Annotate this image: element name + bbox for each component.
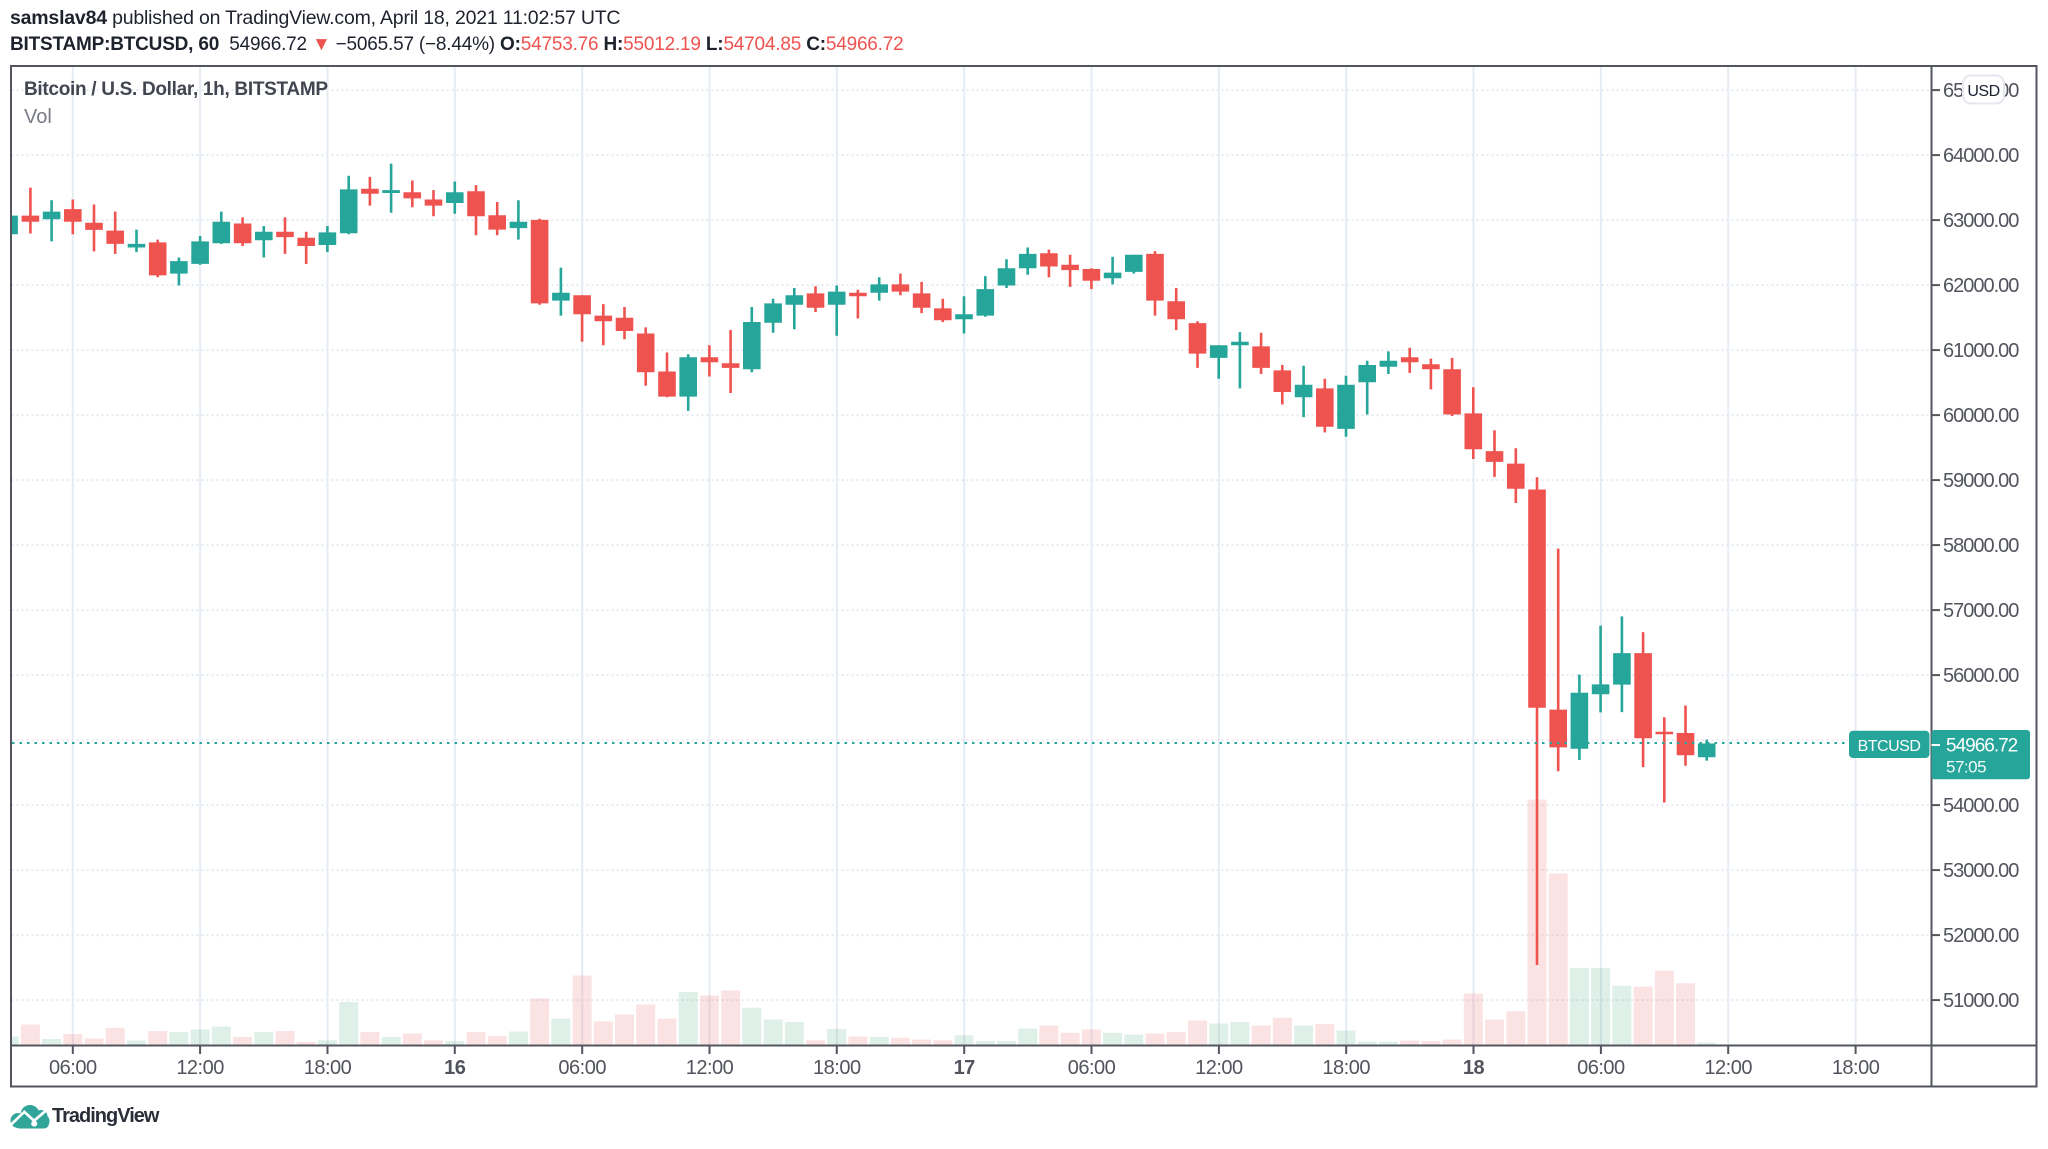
- svg-text:54000.00: 54000.00: [1943, 795, 2019, 817]
- svg-text:18: 18: [1463, 1057, 1485, 1079]
- svg-text:51000.00: 51000.00: [1943, 990, 2019, 1012]
- svg-text:17: 17: [954, 1057, 976, 1079]
- svg-text:57000.00: 57000.00: [1943, 600, 2019, 622]
- svg-text:60000.00: 60000.00: [1943, 405, 2019, 427]
- svg-text:61000.00: 61000.00: [1943, 340, 2019, 362]
- svg-text:18:00: 18:00: [1322, 1057, 1370, 1079]
- svg-text:06:00: 06:00: [49, 1057, 97, 1079]
- svg-text:64000.00: 64000.00: [1943, 145, 2019, 167]
- svg-text:06:00: 06:00: [1577, 1057, 1625, 1079]
- svg-text:54966.72: 54966.72: [1946, 736, 2018, 757]
- svg-text:56000.00: 56000.00: [1943, 665, 2019, 687]
- svg-text:18:00: 18:00: [1832, 1057, 1880, 1079]
- svg-text:18:00: 18:00: [304, 1057, 352, 1079]
- svg-text:18:00: 18:00: [813, 1057, 861, 1079]
- svg-text:06:00: 06:00: [1068, 1057, 1116, 1079]
- svg-text:BTCUSD: BTCUSD: [1858, 738, 1921, 755]
- svg-text:57:05: 57:05: [1946, 758, 1986, 777]
- svg-text:58000.00: 58000.00: [1943, 535, 2019, 557]
- svg-text:06:00: 06:00: [558, 1057, 606, 1079]
- svg-text:12:00: 12:00: [176, 1057, 224, 1079]
- svg-text:12:00: 12:00: [1704, 1057, 1752, 1079]
- svg-text:12:00: 12:00: [1195, 1057, 1243, 1079]
- svg-text:12:00: 12:00: [686, 1057, 734, 1079]
- svg-text:59000.00: 59000.00: [1943, 470, 2019, 492]
- svg-text:52000.00: 52000.00: [1943, 925, 2019, 947]
- svg-text:53000.00: 53000.00: [1943, 860, 2019, 882]
- svg-text:16: 16: [444, 1057, 466, 1079]
- svg-text:63000.00: 63000.00: [1943, 210, 2019, 232]
- svg-text:62000.00: 62000.00: [1943, 275, 2019, 297]
- svg-text:USD: USD: [1967, 83, 1999, 100]
